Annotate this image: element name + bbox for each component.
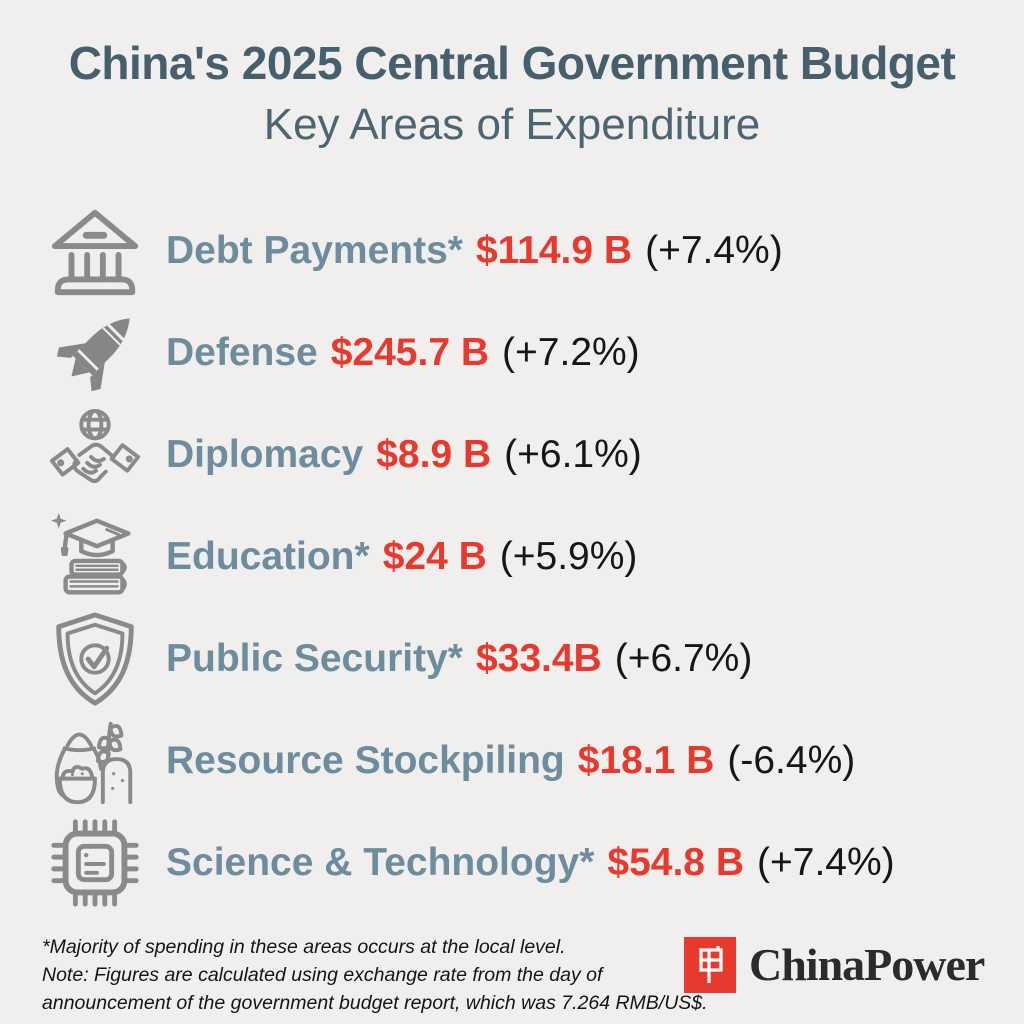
row-amount: $54.8 B	[607, 841, 744, 884]
chinapower-wordmark: ChinaPower	[749, 939, 985, 990]
row-change: (+5.9%)	[499, 535, 638, 578]
food-stockpile-icon	[42, 711, 148, 811]
page-subtitle: Key Areas of Expenditure	[263, 99, 761, 149]
row-amount: $33.4B	[475, 637, 602, 680]
budget-row: Defense $245.7 B (+7.2%)	[42, 302, 1004, 404]
chinapower-logo: ChinaPower	[684, 937, 985, 993]
row-label: Resource Stockpiling	[166, 739, 565, 782]
row-change: (-6.4%)	[727, 739, 856, 782]
row-change: (+6.1%)	[504, 433, 642, 476]
row-change: (+7.2%)	[502, 331, 640, 374]
budget-row: Science & Technology* $54.8 B (+7.4%)	[42, 812, 1004, 914]
row-label: Defense	[166, 331, 318, 374]
row-label: Public Security*	[166, 637, 463, 680]
row-label: Debt Payments*	[166, 229, 463, 272]
budget-rows: Debt Payments* $114.9 B (+7.4%) Defense …	[42, 200, 1004, 914]
row-label: Education*	[166, 535, 370, 578]
page-title: China's 2025 Central Government Budget	[68, 37, 956, 89]
bank-icon	[42, 201, 148, 301]
footnotes: *Majority of spending in these areas occ…	[42, 933, 708, 1017]
footnote-line: Note: Figures are calculated using excha…	[42, 964, 603, 986]
budget-row: Diplomacy $8.9 B (+6.1%)	[42, 404, 1004, 506]
row-change: (+7.4%)	[645, 229, 783, 272]
row-change: (+7.4%)	[757, 841, 895, 884]
row-label: Diplomacy	[166, 433, 364, 476]
chinapower-logo-mark-icon	[684, 937, 736, 993]
budget-row: Public Security* $33.4B (+6.7%)	[42, 608, 1004, 710]
footnote-line: *Majority of spending in these areas occ…	[42, 936, 566, 958]
row-amount: $24 B	[382, 535, 487, 578]
row-amount: $245.7 B	[330, 331, 490, 374]
budget-row: Debt Payments* $114.9 B (+7.4%)	[42, 200, 1004, 302]
row-amount: $18.1 B	[577, 739, 715, 782]
row-change: (+6.7%)	[614, 637, 753, 680]
budget-row: Resource Stockpiling $18.1 B (-6.4%)	[42, 710, 1004, 812]
header: China's 2025 Central Government Budget K…	[0, 0, 1024, 149]
graduation-books-icon	[42, 507, 148, 607]
handshake-globe-icon	[42, 405, 148, 505]
microchip-icon	[42, 813, 148, 913]
shield-check-icon	[42, 609, 148, 709]
row-label: Science & Technology*	[166, 841, 595, 884]
row-amount: $8.9 B	[376, 433, 492, 476]
missile-icon	[42, 303, 148, 403]
footnote-line: announcement of the government budget re…	[42, 992, 708, 1014]
row-amount: $114.9 B	[475, 229, 633, 272]
budget-row: Education* $24 B (+5.9%)	[42, 506, 1004, 608]
